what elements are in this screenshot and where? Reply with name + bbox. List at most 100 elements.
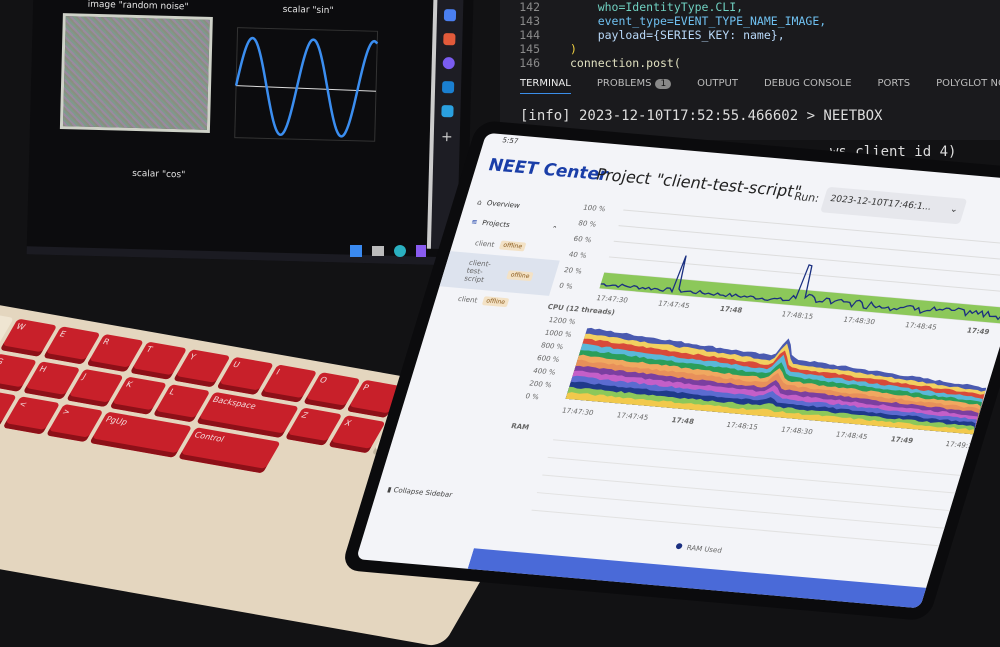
y-tick-label: 100 % [582,203,607,214]
sin-curve [234,36,379,138]
y-tick-label: 400 % [532,366,557,377]
code-text: payload={SERIES_KEY: name}, [570,28,785,42]
gridline [613,240,1000,278]
gridline [552,439,962,476]
code-text: event_type=EVENT_TYPE_NAME_IMAGE, [570,14,827,28]
list-icon: ≡ [470,217,479,227]
x-tick-label: 17:48:15 [725,420,759,431]
line-number: 145 [519,42,540,56]
edge-icon[interactable] [394,245,406,257]
run-label: Run: [792,189,821,205]
x-tick-label: 17:47:45 [616,410,650,421]
tab-polyglot[interactable]: POLYGLOT NO [936,78,1000,89]
y-tick-label: 80 % [577,218,598,228]
app-icon[interactable] [416,245,426,257]
y-tick-label: 800 % [540,341,565,352]
code-line: 146 connection.post( [500,56,1000,70]
sin-panel-title: scalar "sin" [282,4,334,17]
x-tick-label: 17:47:30 [595,293,629,304]
panel-tabs: TERMINAL PROBLEMS 1 OUTPUT DEBUG CONSOLE … [500,78,1000,94]
app-icon[interactable] [443,9,457,22]
home-icon: ⌂ [476,198,484,207]
sidebar-item-label: Overview [485,199,521,210]
windows-taskbar [330,240,470,262]
tab-ports[interactable]: PORTS [877,78,911,89]
outlook-icon[interactable] [441,81,455,94]
page-title: Project "client-test-script" [593,164,804,202]
copilot-icon[interactable] [442,57,455,70]
x-tick-label: 17:47:45 [657,299,691,310]
line-number: 142 [519,0,540,14]
code-text: ) [570,42,577,56]
code-area[interactable]: 142 who=IdentityType.CLI, 143 event_type… [500,0,1000,70]
x-tick-label: 17:49:15 [944,439,978,450]
x-tick-label: 17:47:30 [561,406,595,417]
gridline [547,456,957,494]
app-icon[interactable] [443,33,456,46]
cpu-usage-line [600,255,1000,321]
y-tick-label: 1000 % [544,328,573,339]
app-logo[interactable]: NEET Center [485,155,611,186]
x-tick-label: 17:48:30 [780,425,814,436]
cpu-thread-area [565,392,975,435]
y-tick-label: 40 % [568,250,589,260]
code-editor: 142 who=IdentityType.CLI, 143 event_type… [500,0,1000,160]
neet-center-app: 5:57 NEET Center Project "client-test-sc… [356,132,1000,609]
tab-problems-label: PROBLEMS [596,78,652,89]
code-line: 145) [500,42,1000,56]
code-text: who=IdentityType.CLI, [570,0,744,14]
code-line: 143 event_type=EVENT_TYPE_NAME_IMAGE, [500,14,1000,28]
send-icon[interactable] [441,105,454,118]
noise-image [59,13,213,133]
memory-band [599,272,1000,324]
tab-debug-console[interactable]: DEBUG CONSOLE [763,78,852,89]
code-line: 142 who=IdentityType.CLI, [500,0,1000,14]
status-badge: offline [482,296,510,308]
y-tick-label: 60 % [572,234,593,244]
nav-bar [466,548,933,609]
line-number: 143 [519,14,540,28]
gridline [618,225,1000,262]
cpu-chart-title: CPU (12 threads) [547,302,617,317]
run-select-value: 2023-12-10T17:46:1... [828,194,933,213]
gridline [536,492,946,529]
line-number: 146 [519,56,540,70]
y-tick-label: 20 % [563,265,584,275]
metrics-charts: 100 % 80 % 60 % 40 % 20 % 0 % 17:47:30 17:47:45… [466,203,1000,609]
ram-legend-label: RAM Used [686,543,724,555]
run-select[interactable]: 2023-12-10T17:46:1... ⌄ [820,186,968,225]
x-tick-label: 17:49 [890,434,915,445]
add-icon[interactable]: + [440,129,453,146]
project-name: client [457,294,479,305]
left-monitor: image "random noise" scalar "sin" scalar… [26,0,474,266]
sidebar-item-label: Projects [481,218,511,230]
y-tick-label: 1200 % [548,315,577,326]
chevron-down-icon: ⌄ [948,204,960,216]
tab-terminal[interactable]: TERMINAL [520,78,571,94]
legend-marker [675,543,683,550]
chevron-up-icon: ⌃ [550,224,559,234]
problems-count-badge: 1 [655,79,672,89]
x-tick-label: 17:48:30 [842,315,876,326]
x-tick-label: 17:48:45 [835,430,869,441]
y-tick-label: 0 % [558,281,574,291]
tablet: 5:57 NEET Center Project "client-test-sc… [340,120,1000,622]
task-view-icon[interactable] [372,246,384,256]
sin-chart [234,27,379,142]
gridline [608,256,1000,294]
tab-problems[interactable]: PROBLEMS 1 [596,78,672,94]
windows-start-icon[interactable] [350,245,362,257]
zero-line [236,85,376,92]
x-tick-label: 17:48 [719,304,744,315]
ram-chart-title: RAM [510,421,530,431]
gridline [531,509,941,547]
status-clock: 5:57 [501,136,520,146]
image-panel-title: image "random noise" [87,0,189,13]
code-line: 144 payload={SERIES_KEY: name}, [500,28,1000,42]
x-tick-label: 17:48:15 [781,309,815,320]
x-tick-label: 17:48:45 [904,320,938,331]
tab-output[interactable]: OUTPUT [697,78,738,89]
x-tick-label: 17:48 [670,415,695,426]
code-text: connection.post( [570,56,681,70]
x-tick-label: 17:49 [966,326,991,337]
